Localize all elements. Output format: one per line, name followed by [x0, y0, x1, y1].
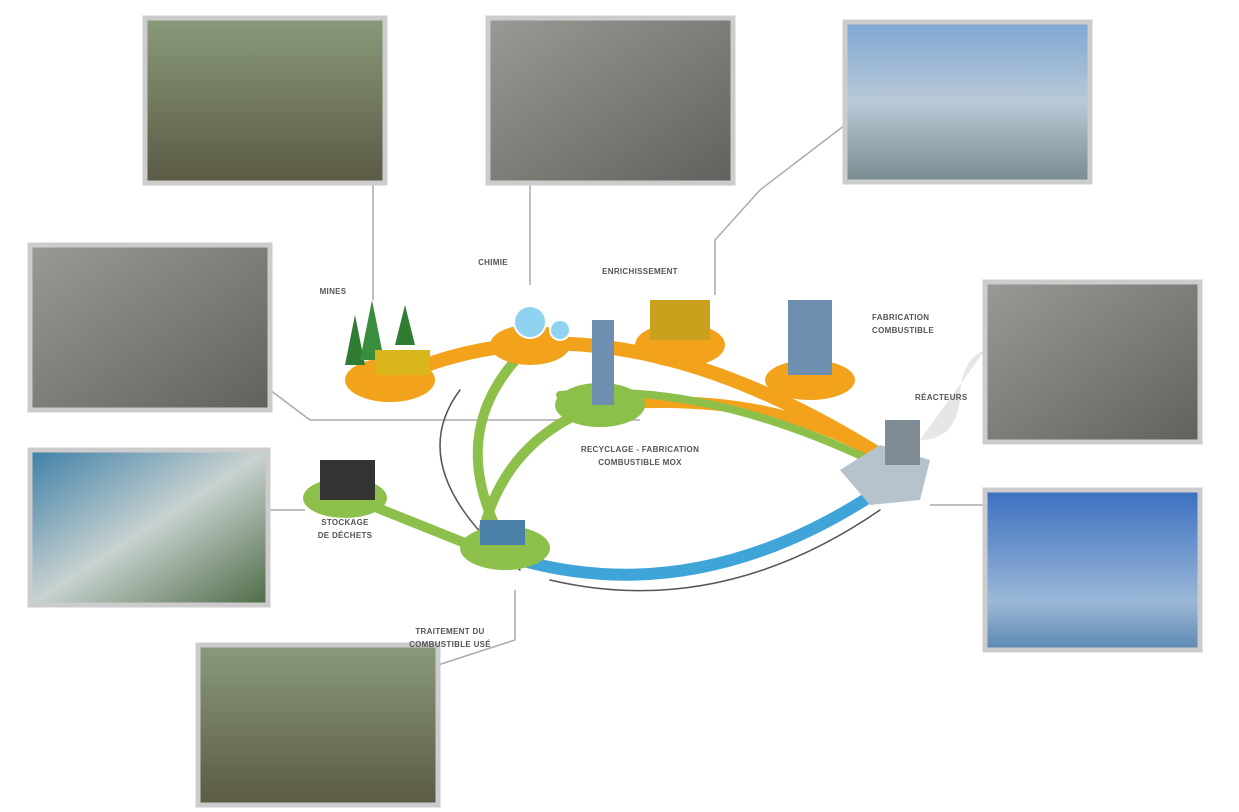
photo — [982, 279, 1203, 445]
tree — [345, 315, 365, 365]
connectors — [268, 124, 985, 666]
fuel-rods — [788, 300, 832, 375]
label: COMBUSTIBLE — [872, 326, 934, 335]
plant — [480, 520, 525, 545]
mox-rods — [592, 320, 614, 405]
photo — [485, 15, 736, 186]
photo — [27, 447, 271, 608]
node-chimie — [490, 325, 570, 365]
connector — [269, 389, 640, 421]
blue-ring — [514, 484, 886, 581]
label: TRAITEMENT DU — [415, 627, 484, 636]
label: DE DÉCHETS — [318, 531, 373, 540]
flask — [513, 305, 547, 339]
photo — [982, 487, 1203, 653]
node-fabrication — [765, 360, 855, 400]
flow-arrow — [549, 509, 881, 592]
label: RÉACTEURS — [915, 393, 968, 402]
photo — [27, 242, 273, 413]
truck — [375, 350, 430, 375]
photo — [195, 642, 441, 808]
label: STOCKAGE — [321, 518, 369, 527]
label: MINES — [320, 287, 347, 296]
label: RECYCLAGE - FABRICATION — [581, 445, 699, 454]
reactor — [885, 420, 920, 465]
orange-ring — [383, 336, 887, 462]
tree — [395, 305, 415, 345]
connector — [437, 590, 516, 666]
photos — [27, 15, 1203, 808]
label: CHIMIE — [478, 258, 508, 267]
label: FABRICATION — [872, 313, 929, 322]
connector — [714, 124, 846, 295]
photo — [142, 15, 388, 186]
label: COMBUSTIBLE USÉ — [409, 640, 491, 649]
label: COMBUSTIBLE MOX — [598, 458, 682, 467]
labels: MINES CHIMIE ENRICHISSEMENT FABRICATION … — [318, 258, 968, 649]
centrifuges — [650, 300, 710, 340]
label: ENRICHISSEMENT — [602, 267, 678, 276]
photo — [842, 19, 1093, 185]
drums — [320, 460, 375, 500]
flask — [549, 319, 571, 341]
tree — [360, 300, 384, 360]
cloud-connector — [920, 350, 985, 440]
nodes — [303, 300, 930, 570]
